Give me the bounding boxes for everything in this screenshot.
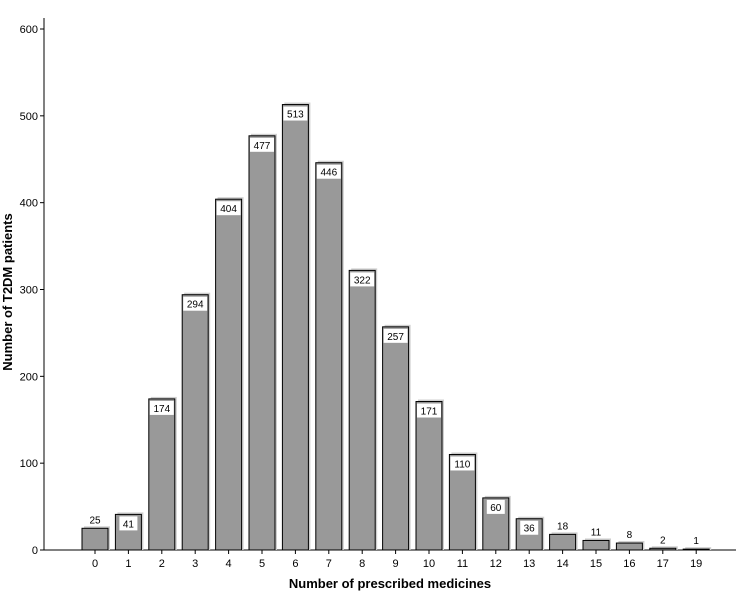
data-label-box [216,201,241,216]
x-tick-label: 11 [457,558,468,570]
x-tick-label: 3 [192,558,198,570]
x-tick-label: 1 [125,558,131,570]
x-tick-label: 16 [623,558,635,570]
x-tick-label: 17 [657,558,669,570]
data-label: 513 [287,110,304,121]
data-label: 18 [557,521,569,532]
data-label-box [250,137,274,152]
data-label: 25 [89,515,101,526]
y-tick-label: 100 [20,458,38,470]
data-label: 322 [354,275,371,286]
data-label: 174 [153,404,170,415]
data-label: 8 [627,530,633,541]
bar-shadow [685,547,712,550]
bar [582,539,610,551]
data-label-box [520,520,539,535]
y-tick-label: 0 [32,545,38,557]
bar [615,542,643,551]
bar [315,162,343,551]
x-tick-label: 0 [92,558,98,570]
data-label-box [383,328,408,343]
y-tick-label: 400 [20,198,38,210]
bar [281,104,309,551]
bar [148,398,176,551]
data-label: 294 [187,300,204,311]
data-label-box [450,456,475,471]
y-tick-label: 600 [20,24,38,36]
y-tick-label: 500 [20,111,38,123]
x-tick-label: 8 [359,558,365,570]
x-axis: 0 1 2 3 4 5 6 7 8 9 10 11 12 13 14 15 16 17 19 [44,549,736,570]
data-label: 11 [591,527,602,538]
bar [81,527,109,551]
x-tick-label: 14 [556,558,568,570]
x-tick-label: 10 [423,558,435,570]
bar [248,135,276,551]
y-axis: 0 100 200 300 400 500 600 [20,18,45,557]
data-label: 404 [220,204,237,215]
x-tick-label: 19 [690,558,702,570]
bars [81,102,712,551]
data-label: 257 [387,332,404,343]
x-tick-label: 7 [326,558,332,570]
data-label: 1 [693,536,699,547]
data-label: 477 [254,141,271,152]
data-label-box [149,400,174,415]
data-label: 171 [421,407,438,418]
bar [348,269,376,551]
x-tick-label: 2 [159,558,165,570]
x-tick-label: 9 [393,558,399,570]
data-label-box [316,164,341,179]
data-label: 2 [660,535,666,546]
data-label-box [283,106,308,121]
x-tick-label: 4 [226,558,232,570]
x-tick-label: 6 [292,558,298,570]
data-label-box [417,403,441,418]
data-label: 41 [123,519,135,530]
data-label: 60 [490,503,502,514]
bar [382,326,410,551]
data-label-box [350,272,375,287]
x-tick-label: 12 [490,558,502,570]
x-axis-title: Number of prescribed medicines [289,576,491,591]
x-tick-label: 15 [590,558,602,570]
x-tick-label: 13 [523,558,535,570]
x-tick-label: 5 [259,558,265,570]
data-label-box [486,499,505,514]
data-label-box [183,296,208,311]
bar [415,401,443,551]
y-tick-label: 300 [20,285,38,297]
y-axis-title: Number of T2DM patients [0,213,15,370]
data-label: 446 [320,168,337,179]
data-label: 36 [524,524,536,535]
bar [181,294,209,551]
data-label: 110 [454,459,470,470]
bar [549,533,577,551]
bar [649,547,677,551]
y-tick-label: 200 [20,371,38,383]
bar [215,198,243,551]
bar [682,548,710,551]
data-label-box [119,516,138,531]
